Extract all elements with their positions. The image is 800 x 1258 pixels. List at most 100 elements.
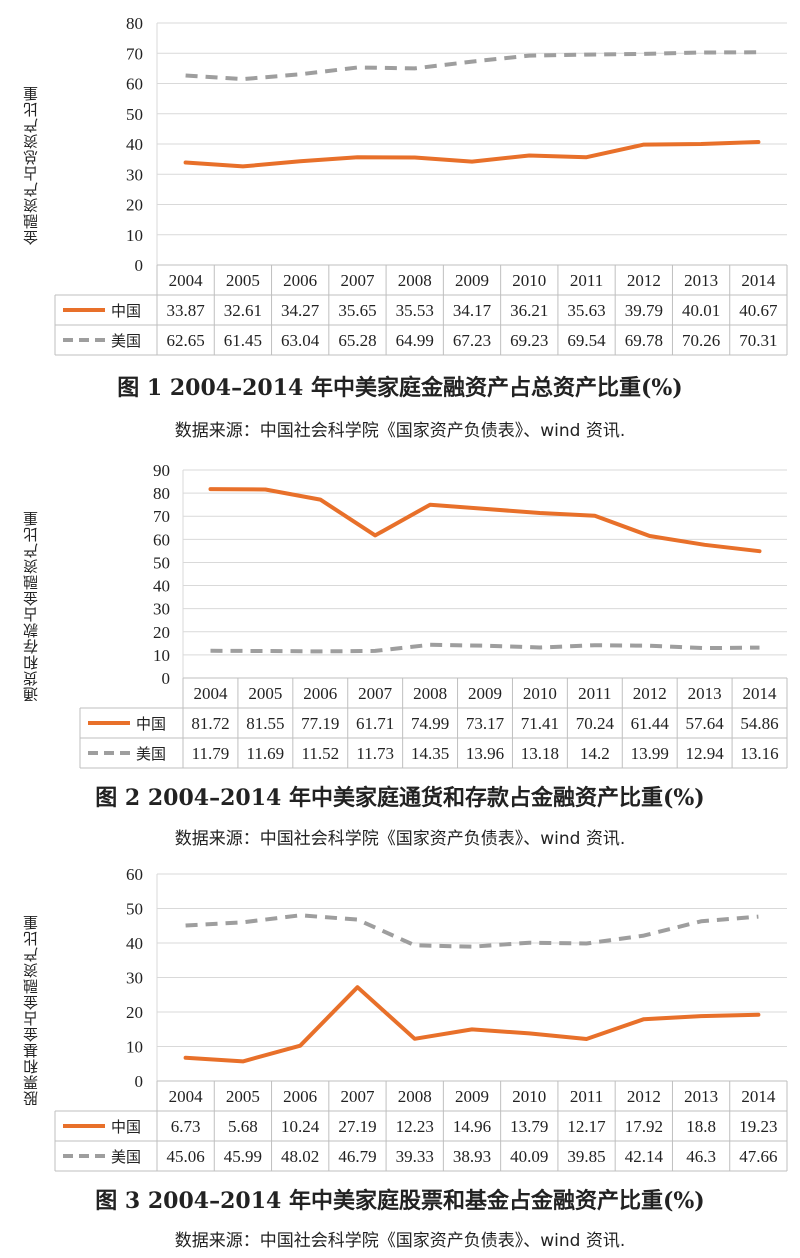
y-tick-label: 80 [126, 14, 143, 33]
x-tick-label: 2004 [169, 1087, 204, 1106]
x-tick-label: 2010 [512, 1087, 546, 1106]
data-label: 81.72 [191, 714, 229, 733]
data-label: 73.17 [466, 714, 505, 733]
data-label: 39.85 [567, 1147, 605, 1166]
data-label: 13.16 [740, 744, 778, 763]
data-label: 11.79 [192, 744, 230, 763]
x-tick-label: 2004 [193, 684, 228, 703]
data-label: 35.53 [396, 301, 434, 320]
data-label: 54.86 [740, 714, 778, 733]
y-tick-label: 0 [162, 669, 171, 688]
data-label: 40.09 [510, 1147, 548, 1166]
data-label: 11.69 [247, 744, 285, 763]
y-tick-label: 30 [153, 600, 170, 619]
data-label: 63.04 [281, 331, 320, 350]
y-tick-label: 10 [153, 646, 170, 665]
data-label: 17.92 [625, 1117, 663, 1136]
data-label: 12.23 [396, 1117, 434, 1136]
data-label: 45.06 [167, 1147, 205, 1166]
x-tick-label: 2006 [283, 1087, 317, 1106]
x-tick-label: 2007 [340, 1087, 375, 1106]
data-label: 14.35 [411, 744, 449, 763]
data-label: 12.17 [567, 1117, 606, 1136]
data-label: 14.2 [580, 744, 610, 763]
x-tick-label: 2012 [627, 271, 661, 290]
data-label: 70.26 [682, 331, 720, 350]
source-fig3: 数据来源：中国社会科学院《国家资产负债表》、wind 资讯. [174, 1231, 626, 1251]
data-label: 42.14 [625, 1147, 664, 1166]
legend-label: 中国 [111, 1118, 141, 1136]
data-label: 11.52 [301, 744, 339, 763]
data-label: 61.71 [356, 714, 394, 733]
china-series-line [183, 140, 761, 169]
x-tick-label: 2007 [358, 684, 393, 703]
data-label: 35.63 [567, 301, 605, 320]
data-label: 64.99 [396, 331, 434, 350]
data-label: 39.33 [396, 1147, 434, 1166]
x-tick-label: 2004 [169, 271, 204, 290]
data-label: 48.02 [281, 1147, 319, 1166]
data-label: 38.93 [453, 1147, 491, 1166]
y-tick-label: 10 [126, 1038, 143, 1057]
x-tick-label: 2005 [226, 271, 260, 290]
y-tick-label: 40 [153, 577, 170, 596]
data-label: 46.79 [338, 1147, 376, 1166]
y-tick-label: 20 [153, 623, 170, 642]
x-tick-label: 2012 [633, 684, 667, 703]
chart-fig2: 0 10 20 30 40 50 60 70 80 90 2004 2005 2006 2007 2008 2… [79, 461, 788, 769]
data-label: 19.23 [739, 1117, 777, 1136]
y-tick-label: 40 [126, 135, 143, 154]
x-tick-label: 2005 [248, 684, 282, 703]
caption-fig2: 图 2 2004–2014 年中美家庭通货和存款占金融资产比重(%) [95, 785, 705, 811]
data-label: 11.73 [356, 744, 394, 763]
data-label: 40.01 [682, 301, 720, 320]
data-label: 57.64 [686, 714, 725, 733]
x-tick-label: 2009 [455, 271, 489, 290]
source-fig2: 数据来源：中国社会科学院《国家资产负债表》、wind 资讯. [174, 829, 626, 849]
y-tick-label: 60 [126, 75, 143, 94]
y-tick-label: 90 [153, 461, 170, 480]
x-tick-label: 2011 [570, 1087, 603, 1106]
y-tick-label: 60 [126, 865, 143, 884]
usa-series-line [185, 913, 759, 949]
data-label: 13.18 [521, 744, 559, 763]
data-label: 13.99 [631, 744, 669, 763]
data-label: 12.94 [686, 744, 725, 763]
data-label: 40.67 [739, 301, 778, 320]
data-label: 35.65 [338, 301, 376, 320]
data-label: 70.24 [576, 714, 615, 733]
x-tick-label: 2011 [570, 271, 603, 290]
data-label: 6.73 [171, 1117, 201, 1136]
y-tick-label: 30 [126, 969, 143, 988]
chart-fig3: 0 10 20 30 40 50 60 2004 2005 2006 2007 2008 2009 201… [54, 865, 788, 1172]
data-label: 27.19 [338, 1117, 376, 1136]
china-series-line [208, 487, 762, 554]
legend-label: 中国 [111, 302, 141, 320]
data-label: 70.31 [739, 331, 777, 350]
y-tick-label: 0 [135, 256, 144, 275]
y-tick-label: 50 [153, 553, 170, 572]
data-label: 39.79 [625, 301, 663, 320]
y-tick-label: 30 [126, 165, 143, 184]
usa-series-line [210, 642, 760, 654]
legend-label: 美国 [111, 1148, 141, 1166]
legend-label: 美国 [111, 332, 141, 350]
x-tick-label: 2008 [413, 684, 447, 703]
data-label: 61.45 [224, 331, 262, 350]
y-tick-label: 20 [126, 196, 143, 215]
data-label: 46.3 [686, 1147, 716, 1166]
x-tick-label: 2014 [743, 684, 778, 703]
caption-fig1: 图 1 2004–2014 年中美家庭金融资产占总资产比重(%) [117, 375, 683, 401]
data-label: 18.8 [686, 1117, 716, 1136]
x-tick-label: 2009 [468, 684, 502, 703]
x-tick-label: 2013 [684, 271, 718, 290]
x-tick-label: 2014 [741, 1087, 776, 1106]
source-fig1: 数据来源：中国社会科学院《国家资产负债表》、wind 资讯. [174, 421, 626, 441]
x-tick-label: 2010 [523, 684, 557, 703]
y-tick-label: 0 [135, 1072, 144, 1091]
x-tick-label: 2011 [578, 684, 611, 703]
y-tick-label: 60 [153, 530, 170, 549]
x-tick-label: 2013 [684, 1087, 718, 1106]
data-label: 47.66 [739, 1147, 777, 1166]
y-tick-label: 80 [153, 484, 170, 503]
